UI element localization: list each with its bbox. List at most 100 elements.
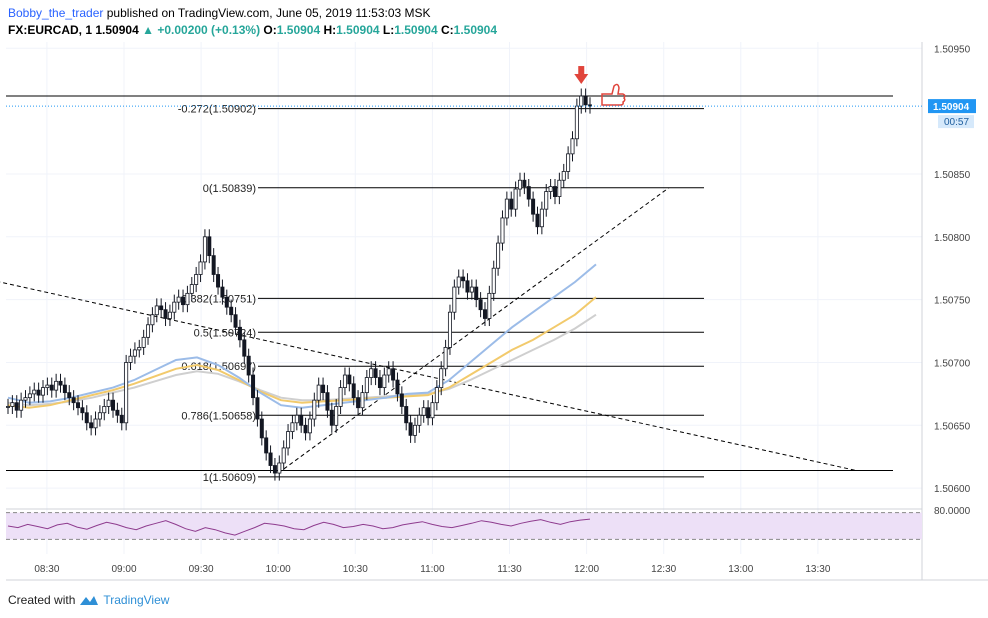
fib-level-label: 0.786(1.50658) xyxy=(181,410,256,422)
tradingview-logo-icon xyxy=(80,596,99,605)
open-label: O: xyxy=(263,23,277,37)
candle-body xyxy=(62,384,67,394)
candle-body xyxy=(146,324,151,338)
candle-body xyxy=(299,414,304,426)
candle-body xyxy=(167,311,172,319)
markers xyxy=(574,66,626,106)
x-tick-label: 10:30 xyxy=(343,564,368,575)
candle-body xyxy=(404,406,409,424)
candle-body xyxy=(189,284,194,294)
countdown-label: 00:57 xyxy=(944,117,969,128)
candle-body xyxy=(80,407,85,414)
fib-level-label: -0.272(1.50902) xyxy=(178,104,256,116)
dashed-trendline xyxy=(0,281,857,472)
candle-body xyxy=(491,267,496,294)
candle-body xyxy=(45,384,50,389)
candle-body xyxy=(268,452,273,466)
tradingview-link[interactable]: TradingView xyxy=(103,593,170,607)
candle-body xyxy=(154,305,159,316)
x-tick-label: 09:30 xyxy=(189,564,214,575)
candle-body xyxy=(281,447,286,464)
low-value: 1.50904 xyxy=(394,23,438,37)
candle-body xyxy=(259,418,264,439)
candle-body xyxy=(224,296,229,308)
moving-averages xyxy=(7,263,597,409)
candle-body xyxy=(303,424,308,434)
candle-body xyxy=(412,424,417,436)
candle-body xyxy=(373,368,378,378)
candle-body xyxy=(76,402,81,409)
candle-body xyxy=(443,346,448,370)
candle-body xyxy=(185,292,190,306)
candle-body xyxy=(106,399,111,407)
fib-levels: -0.272(1.50902) 0(1.50839) 0.382(1.50751) 0… xyxy=(178,104,704,484)
candle-body xyxy=(251,374,256,399)
candle-body xyxy=(426,407,431,419)
candle-body xyxy=(579,95,584,107)
candle-body xyxy=(198,261,203,275)
footer: Created with TradingView xyxy=(8,593,169,607)
candle-body xyxy=(84,412,89,424)
candle-body xyxy=(211,255,216,275)
y-tick-label: 1.50800 xyxy=(934,233,971,244)
down-arrow-marker-icon xyxy=(574,74,589,85)
candle-body xyxy=(465,280,470,293)
down-arrow-stem-icon xyxy=(578,66,585,75)
x-tick-label: 09:00 xyxy=(111,564,136,575)
candle-body xyxy=(548,186,553,192)
candle-body xyxy=(321,384,326,394)
x-tick-label: 08:30 xyxy=(34,564,59,575)
candle-body xyxy=(14,402,19,411)
candle-body xyxy=(456,276,461,288)
ma-orange-line xyxy=(7,296,597,409)
close-label: C: xyxy=(440,23,454,37)
up-arrow-icon: ▲ xyxy=(142,23,154,37)
candles xyxy=(6,88,593,481)
candle-body xyxy=(504,198,509,219)
candle-body xyxy=(430,402,435,419)
ma-gray-line xyxy=(7,313,597,407)
candle-body xyxy=(574,105,579,140)
candle-body xyxy=(141,336,146,348)
candle-body xyxy=(23,397,28,401)
candle-body xyxy=(386,368,391,376)
candle-body xyxy=(500,217,505,244)
x-tick-label: 13:00 xyxy=(728,564,753,575)
x-tick-label: 12:00 xyxy=(574,564,599,575)
candle-body xyxy=(329,409,334,426)
author-link[interactable]: Bobby_the_trader xyxy=(8,6,104,20)
ma-blue-line xyxy=(7,263,597,409)
candle-body xyxy=(552,186,557,197)
candle-body xyxy=(163,309,168,319)
candle-body xyxy=(509,198,514,210)
candle-body xyxy=(181,296,186,306)
candle-body xyxy=(408,422,413,436)
current-price-label: 1.50904 xyxy=(933,102,970,113)
candle-body xyxy=(557,179,562,197)
candle-body xyxy=(382,374,387,389)
candle-body xyxy=(194,274,199,285)
rsi-line xyxy=(7,518,591,536)
candle-body xyxy=(417,414,422,426)
low-label: L: xyxy=(382,23,395,37)
candle-body xyxy=(58,380,63,386)
candle-body xyxy=(119,414,124,424)
candle-body xyxy=(290,422,295,432)
candle-body xyxy=(242,339,247,357)
candle-body xyxy=(54,380,59,391)
candle-body xyxy=(255,397,260,420)
last-price: 1.50904 xyxy=(95,23,139,37)
candle-body xyxy=(469,286,474,293)
candle-body xyxy=(32,389,37,395)
rsi-tick-label: 80.0000 xyxy=(934,506,971,517)
candle-body xyxy=(531,198,536,215)
candle-body xyxy=(216,274,221,288)
candle-body xyxy=(97,412,102,420)
candle-body xyxy=(172,301,177,313)
trendlines xyxy=(0,187,857,474)
candle-body xyxy=(452,286,457,313)
candle-body xyxy=(159,305,164,311)
candle-body xyxy=(220,286,225,298)
fib-level-label: 0.618(1.50697) xyxy=(181,361,256,373)
